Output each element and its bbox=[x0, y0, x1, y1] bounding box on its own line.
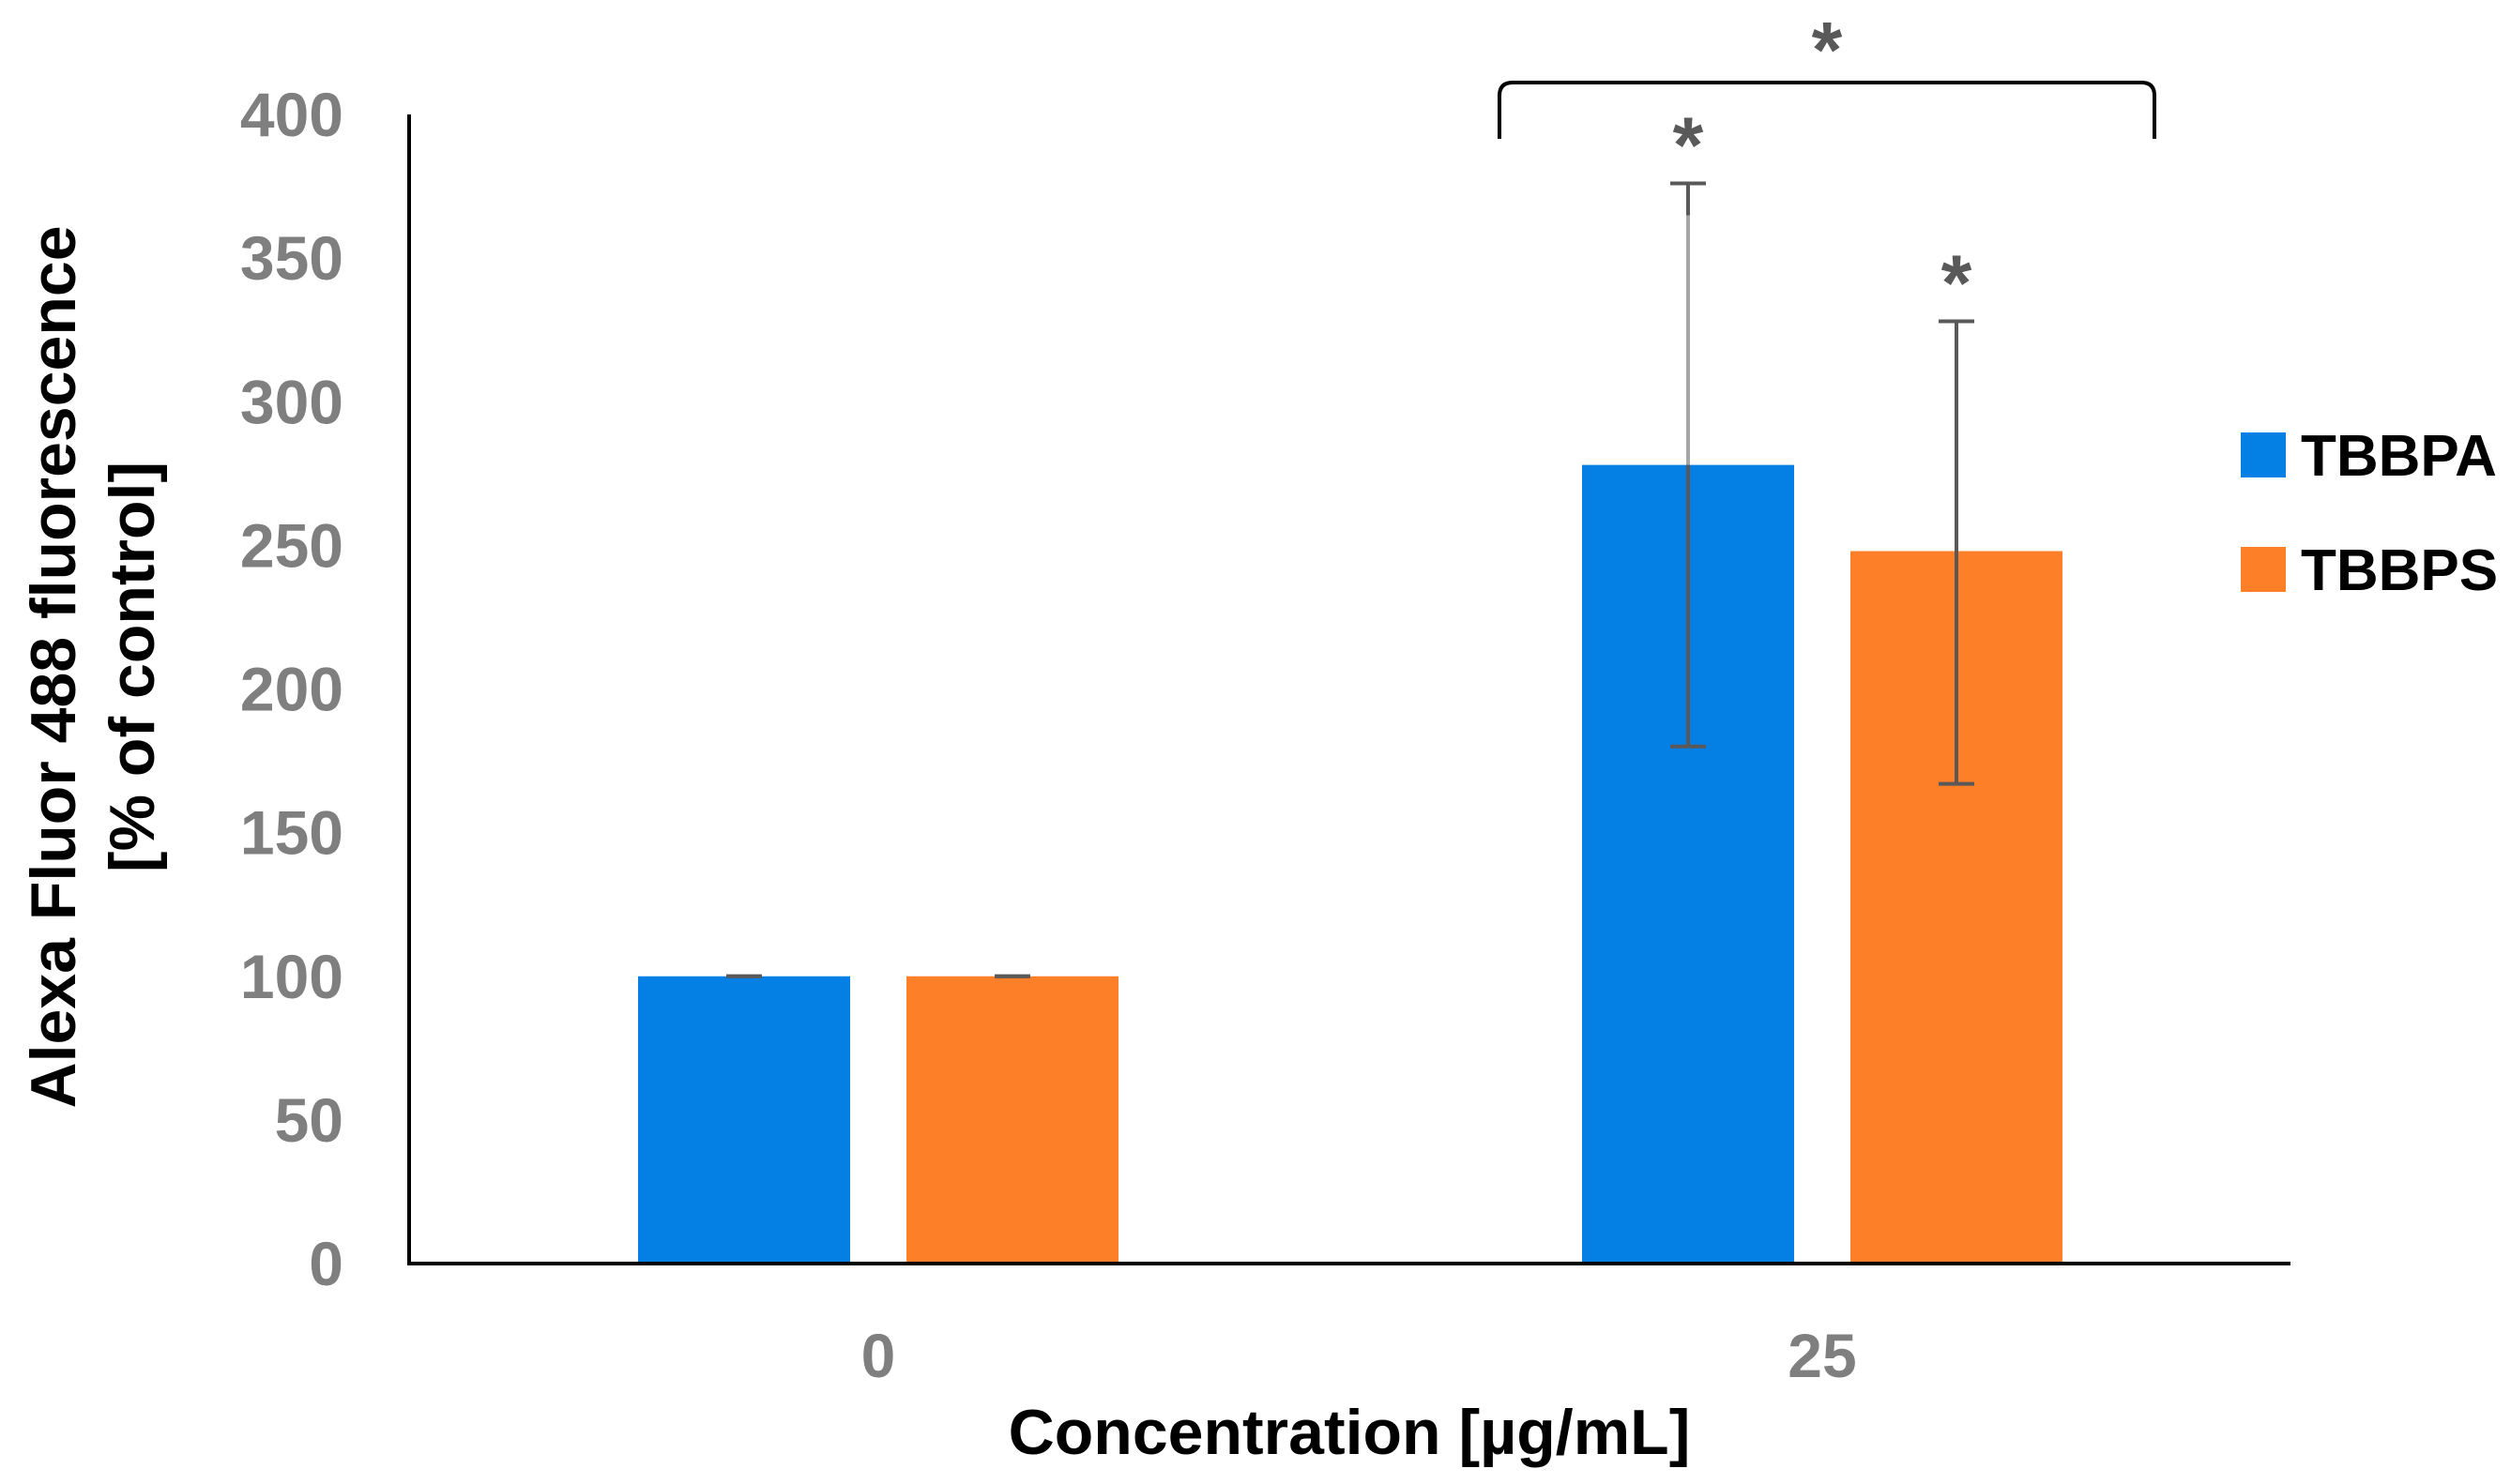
legend-item-tbbpa: TBBPA bbox=[2241, 424, 2497, 489]
error-bar-tbbps-25 bbox=[1939, 319, 1974, 786]
y-tick-label: 300 bbox=[240, 367, 343, 436]
y-axis-title-line-2: [% of control] bbox=[97, 462, 168, 872]
y-axis-title-line-1: Alexa Fluor 488 fluorescence bbox=[18, 225, 89, 1108]
significance-marker-tbbps: * bbox=[1941, 239, 1972, 327]
y-tick-label: 350 bbox=[240, 223, 343, 293]
error-bars bbox=[726, 181, 1974, 978]
x-axis-ticks: 0 25 bbox=[861, 1321, 1857, 1390]
y-tick-label: 200 bbox=[240, 655, 343, 724]
legend-label: TBBPS bbox=[2301, 538, 2498, 603]
error-bar-tbbpa-25 bbox=[1670, 181, 1706, 749]
bar-tbbpa-0 bbox=[638, 976, 850, 1264]
significance-bracket-label: * bbox=[1812, 6, 1843, 94]
x-axis-title: Concentration [µg/mL] bbox=[1009, 1397, 1691, 1468]
y-tick-label: 400 bbox=[240, 80, 343, 149]
y-tick-label: 50 bbox=[275, 1085, 343, 1155]
x-tick-label: 0 bbox=[861, 1321, 896, 1390]
legend: TBBPA TBBPS bbox=[2241, 424, 2498, 603]
y-axis-ticks: 0 50 100 150 200 250 300 350 400 bbox=[240, 80, 343, 1298]
legend-swatch bbox=[2241, 547, 2286, 592]
bars bbox=[638, 464, 2062, 1264]
bar-tbbps-0 bbox=[906, 976, 1119, 1264]
y-tick-label: 0 bbox=[309, 1229, 343, 1298]
legend-item-tbbps: TBBPS bbox=[2241, 538, 2498, 603]
legend-label: TBBPA bbox=[2301, 424, 2497, 489]
significance-bracket bbox=[1498, 81, 2156, 139]
significance-markers: * * * bbox=[1498, 6, 2156, 327]
legend-swatch bbox=[2241, 432, 2286, 477]
significance-marker-tbbpa: * bbox=[1673, 101, 1704, 189]
x-tick-label: 25 bbox=[1788, 1321, 1856, 1390]
y-tick-label: 100 bbox=[240, 942, 343, 1011]
y-tick-label: 250 bbox=[240, 510, 343, 580]
y-tick-label: 150 bbox=[240, 798, 343, 868]
